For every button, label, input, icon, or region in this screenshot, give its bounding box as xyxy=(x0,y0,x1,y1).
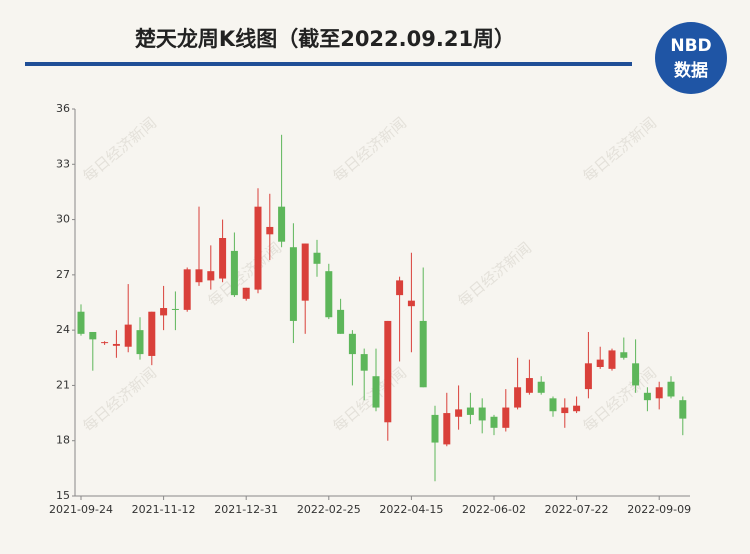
y-tick-label: 33 xyxy=(56,157,70,170)
title-rule xyxy=(25,62,632,66)
y-tick-label: 18 xyxy=(56,434,70,447)
candle-body xyxy=(289,247,297,321)
candle-body xyxy=(77,311,85,334)
candle-body xyxy=(219,238,227,279)
y-tick-label: 36 xyxy=(56,102,70,115)
logo-top: NBD xyxy=(670,36,711,56)
candle-body xyxy=(89,331,97,340)
candle-body xyxy=(266,226,274,235)
candle-body xyxy=(514,387,522,408)
candle-body xyxy=(620,352,628,358)
y-tick-label: 21 xyxy=(56,378,70,391)
candle-body xyxy=(667,381,675,397)
candle-body xyxy=(337,309,345,334)
x-tick-label: 2022-02-25 xyxy=(297,503,361,516)
x-tick-label: 2022-07-22 xyxy=(545,503,609,516)
candle-body xyxy=(573,405,581,412)
x-tick-label: 2022-06-02 xyxy=(462,503,526,516)
logo-bottom: 数据 xyxy=(674,60,708,81)
x-tick-label: 2021-12-31 xyxy=(214,503,278,516)
chart-title: 楚天龙周K线图（截至2022.09.21周） xyxy=(135,27,515,51)
candle-body xyxy=(502,407,510,428)
candle-body xyxy=(584,363,592,390)
candle-body xyxy=(384,320,392,423)
logo xyxy=(655,22,727,94)
x-tick-label: 2022-09-09 xyxy=(627,503,691,516)
candle-body xyxy=(171,308,179,310)
candle-body xyxy=(549,398,557,412)
candle-body xyxy=(254,206,262,290)
candle-body xyxy=(596,359,604,367)
x-tick-label: 2021-11-12 xyxy=(132,503,196,516)
y-tick-label: 27 xyxy=(56,268,70,281)
candle-body xyxy=(419,320,427,388)
candle-body xyxy=(195,269,203,283)
candle-body xyxy=(655,387,663,399)
candle-body xyxy=(360,354,368,371)
candle-body xyxy=(407,300,415,307)
candle-body xyxy=(679,400,687,419)
candle-body xyxy=(561,407,569,414)
candle-body xyxy=(160,308,168,316)
x-tick-label: 2022-04-15 xyxy=(379,503,443,516)
y-tick-label: 24 xyxy=(56,323,70,336)
candle-body xyxy=(348,333,356,355)
candle-body xyxy=(466,407,474,415)
candle-body xyxy=(372,376,380,408)
candle-body xyxy=(608,350,616,369)
candle-body xyxy=(325,271,333,318)
candle-body xyxy=(632,363,640,386)
candle-body xyxy=(455,409,463,417)
candle-body xyxy=(124,324,132,347)
candle-body xyxy=(278,206,286,242)
candle-body xyxy=(301,243,309,301)
y-tick-label: 15 xyxy=(56,489,70,502)
candle-body xyxy=(136,330,144,355)
candle-body xyxy=(643,392,651,401)
candle-body xyxy=(478,407,486,421)
candle-body xyxy=(101,342,109,344)
candle-body xyxy=(525,378,533,393)
x-tick-label: 2021-09-24 xyxy=(49,503,113,516)
candle-body xyxy=(443,413,451,445)
candle-body xyxy=(490,416,498,428)
candle-body xyxy=(112,343,120,346)
candle-body xyxy=(242,287,250,299)
candle-body xyxy=(431,414,439,443)
candle-body xyxy=(396,280,404,296)
candle-body xyxy=(148,311,156,356)
candle-body xyxy=(183,269,191,310)
candle-body xyxy=(537,381,545,393)
y-tick-label: 30 xyxy=(56,213,70,226)
candle-body xyxy=(207,271,215,281)
candle-body xyxy=(230,250,238,296)
candle-body xyxy=(313,252,321,264)
